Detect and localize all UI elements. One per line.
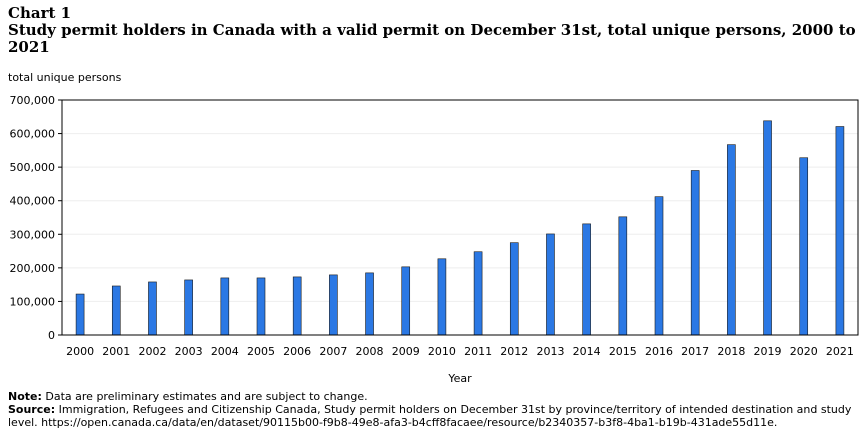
x-tick-label: 2019 <box>754 345 782 358</box>
source-line: Source: Immigration, Refugees and Citize… <box>8 403 858 429</box>
x-tick-label: 2017 <box>681 345 709 358</box>
note-label: Note: <box>8 390 42 403</box>
bar <box>292 276 302 336</box>
bar <box>184 279 193 336</box>
bar <box>690 170 700 336</box>
bar-chart: 0 100,000 200,000 300,000 400,000 500,000 600,… <box>10 94 859 385</box>
bar <box>473 251 483 336</box>
y-tick-label: 700,000 <box>10 94 56 107</box>
bar <box>329 274 338 336</box>
chart-header: Chart 1 Study permit holders in Canada w… <box>8 5 858 56</box>
bar <box>582 223 591 336</box>
bar <box>401 266 411 336</box>
x-tick-label: 2003 <box>175 345 203 358</box>
bar <box>365 272 374 336</box>
x-tick-label: 2006 <box>283 345 311 358</box>
bar <box>727 144 736 336</box>
bar <box>799 157 809 336</box>
note-line: Note: Data are preliminary estimates and… <box>8 390 858 403</box>
x-tick-label: 2012 <box>500 345 528 358</box>
x-tick-label: 2008 <box>356 345 384 358</box>
x-tick-label: 2013 <box>536 345 564 358</box>
x-tick-label: 2000 <box>66 345 94 358</box>
y-tick-label: 400,000 <box>10 195 56 208</box>
bar <box>148 281 157 336</box>
x-tick-label: 2018 <box>717 345 745 358</box>
y-axis-title: total unique persons <box>8 71 122 84</box>
chart-title: Study permit holders in Canada with a va… <box>8 21 856 56</box>
x-tick-label: 2009 <box>392 345 420 358</box>
bar <box>75 293 85 336</box>
x-axis-title: Year <box>447 372 472 385</box>
bar <box>618 216 628 336</box>
x-tick-label: 2005 <box>247 345 275 358</box>
y-tick-label: 100,000 <box>10 295 56 308</box>
source-label: Source: <box>8 403 56 416</box>
x-tick-label: 2016 <box>645 345 673 358</box>
y-tick-label: 500,000 <box>10 161 56 174</box>
x-tick-label: 2020 <box>790 345 818 358</box>
bar <box>835 126 845 336</box>
x-tick-label: 2014 <box>573 345 601 358</box>
note-text: Data are preliminary estimates and are s… <box>45 390 368 403</box>
y-tick-label: 200,000 <box>10 262 56 275</box>
bar <box>111 285 121 336</box>
x-tick-label: 2021 <box>826 345 854 358</box>
chart-label: Chart 1 <box>8 4 72 22</box>
x-tick-label: 2007 <box>319 345 347 358</box>
source-text: Immigration, Refugees and Citizenship Ca… <box>8 403 852 429</box>
x-tick-label: 2011 <box>464 345 492 358</box>
plot-frame <box>61 99 859 336</box>
x-tick-label: 2001 <box>102 345 130 358</box>
y-tick-label: 0 <box>48 329 55 342</box>
bar <box>220 277 230 336</box>
bar <box>437 258 447 336</box>
bar <box>256 277 266 336</box>
x-tick-label: 2004 <box>211 345 239 358</box>
bar <box>509 242 519 336</box>
y-tick-label: 300,000 <box>10 228 56 241</box>
y-tick-label: 600,000 <box>10 128 56 141</box>
bar <box>654 196 664 336</box>
chart-notes: Note: Data are preliminary estimates and… <box>8 390 858 429</box>
x-tick-label: 2015 <box>609 345 637 358</box>
x-tick-label: 2010 <box>428 345 456 358</box>
x-tick-label: 2002 <box>138 345 166 358</box>
bar <box>763 120 772 336</box>
bar <box>546 233 555 336</box>
